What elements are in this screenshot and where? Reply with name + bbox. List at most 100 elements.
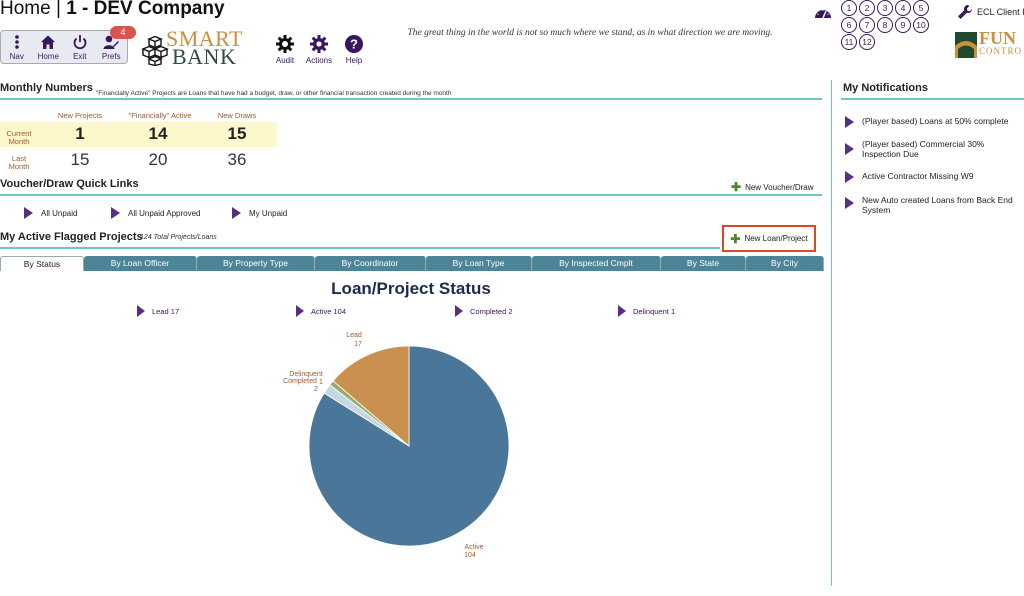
- tab-by-city[interactable]: By City: [746, 256, 824, 271]
- logo-text-bank: BANK: [172, 44, 237, 69]
- label-lead-value: 17: [354, 341, 362, 348]
- col-header-financially-active: "Financially" Active: [128, 111, 192, 120]
- home-button[interactable]: Home: [33, 31, 65, 63]
- label-active-name: Active: [464, 544, 483, 551]
- notification-item[interactable]: New Auto created Loans from Back End Sys…: [845, 195, 1023, 215]
- number-shortcut-3[interactable]: 3: [877, 0, 893, 16]
- number-shortcut-8[interactable]: 8: [877, 17, 893, 33]
- tab-by-state[interactable]: By State: [661, 256, 746, 271]
- number-shortcut-7[interactable]: 7: [859, 17, 875, 33]
- company-name: 1 - DEV Company: [66, 0, 225, 19]
- play-arrow-icon: [845, 143, 854, 155]
- quick-link-all-unpaid-approved[interactable]: All Unpaid Approved: [111, 207, 201, 219]
- current-new-draws: 15: [227, 124, 247, 143]
- number-shortcut-4[interactable]: 4: [895, 0, 911, 16]
- quick-link-label: All Unpaid: [41, 208, 78, 218]
- tab-by-status[interactable]: By Status: [0, 256, 84, 271]
- monthly-numbers-title: Monthly Numbers: [0, 82, 93, 94]
- quick-links-divider: [0, 194, 822, 196]
- help-icon: ?: [345, 35, 363, 53]
- main-toolbar: Nav Home Exit Prefs: [0, 30, 128, 64]
- home-icon: [41, 35, 56, 49]
- play-arrow-icon: [845, 116, 854, 128]
- notification-text: (Player based) Loans at 50% complete: [862, 116, 1009, 126]
- number-shortcut-6[interactable]: 6: [841, 17, 857, 33]
- flagged-projects-total: 124 Total Projects/Loans: [140, 234, 217, 241]
- number-shortcut-10[interactable]: 10: [913, 17, 929, 33]
- chart-title: Loan/Project Status: [331, 279, 491, 298]
- svg-text:?: ?: [350, 37, 358, 52]
- notifications-title: My Notifications: [843, 82, 928, 94]
- logo-text-smart: SMART: [166, 26, 243, 51]
- help-button[interactable]: ? Help: [336, 34, 372, 65]
- legend-delinquent[interactable]: Delinquent 1: [618, 305, 675, 317]
- motivational-quote: The great thing in the world is not so m…: [407, 28, 773, 38]
- current-label-line2: Month: [8, 137, 30, 146]
- fund-logo-text: FUN: [979, 28, 1016, 48]
- quick-link-my-unpaid[interactable]: My Unpaid: [232, 207, 287, 219]
- current-label-line1: Current: [6, 129, 32, 138]
- current-new-projects: 1: [75, 124, 85, 143]
- prefs-notification-badge: 4: [110, 26, 136, 39]
- label-active-value: 104: [464, 552, 476, 559]
- tab-by-inspected-cmplt[interactable]: By Inspected Cmplt: [532, 256, 661, 271]
- nav-label: Nav: [9, 52, 24, 61]
- new-loan-project-button[interactable]: ✚ New Loan/Project: [722, 225, 816, 252]
- new-voucher-link[interactable]: ✚ New Voucher/Draw: [731, 180, 814, 194]
- exit-button[interactable]: Exit: [64, 31, 96, 63]
- quick-link-all-unpaid[interactable]: All Unpaid: [24, 207, 77, 219]
- tab-by-loan-type[interactable]: By Loan Type: [426, 256, 532, 271]
- fund-control-logo: FUN CONTRO: [955, 28, 1024, 58]
- legend-active-label: Active 104: [311, 306, 347, 316]
- tab-by-coordinator[interactable]: By Coordinator: [315, 256, 426, 271]
- quick-links-title: Voucher/Draw Quick Links: [0, 178, 139, 190]
- col-header-new-projects: New Projects: [57, 111, 103, 120]
- label-delinquent-value: 1: [319, 379, 323, 386]
- actions-button[interactable]: Actions: [301, 34, 337, 65]
- number-shortcut-11[interactable]: 11: [841, 34, 857, 50]
- audit-button[interactable]: Audit: [267, 34, 303, 65]
- tab-by-property-type[interactable]: By Property Type: [197, 256, 315, 271]
- legend-delinquent-label: Delinquent 1: [633, 306, 676, 316]
- flagged-divider: [0, 247, 720, 249]
- number-shortcut-12[interactable]: 12: [859, 34, 875, 50]
- tab-by-loan-officer[interactable]: By Loan Officer: [84, 256, 197, 271]
- status-pie-chart: Lead 17 Delinquent Completed 1 2 Active …: [283, 332, 510, 559]
- last-label-line1: Last: [11, 154, 27, 163]
- number-shortcut-2[interactable]: 2: [859, 0, 875, 16]
- cubes-icon: [141, 36, 169, 66]
- fund-logo-emblem-icon: [955, 32, 977, 58]
- notification-item[interactable]: (Player based) Commercial 30% Inspection…: [845, 139, 1023, 159]
- play-arrow-icon: [618, 305, 626, 317]
- client-link[interactable]: ECL Client In: [957, 4, 1024, 20]
- pie-slice-lead[interactable]: [332, 345, 410, 447]
- current-month-label: Current Month: [0, 130, 38, 146]
- label-lead-name: Lead: [346, 332, 362, 339]
- prefs-button[interactable]: Prefs: [96, 31, 128, 63]
- dashboard-gauge-icon[interactable]: [814, 5, 832, 19]
- last-new-draws: 36: [227, 150, 247, 169]
- current-financially-active: 14: [148, 124, 168, 143]
- power-icon: [73, 35, 87, 50]
- home-label: Home: [37, 52, 59, 61]
- legend-completed-label: Completed 2: [470, 306, 513, 316]
- number-shortcut-5[interactable]: 5: [913, 0, 929, 16]
- plus-icon: ✚: [731, 180, 742, 194]
- nav-button[interactable]: Nav: [1, 31, 33, 63]
- quick-link-label: My Unpaid: [249, 208, 288, 218]
- notification-item[interactable]: Active Contractor Missing W9: [845, 171, 1023, 183]
- notification-item[interactable]: (Player based) Loans at 50% complete: [845, 116, 1023, 128]
- number-shortcut-1[interactable]: 1: [841, 0, 857, 16]
- legend-active[interactable]: Active 104: [296, 305, 346, 317]
- legend-completed[interactable]: Completed 2: [455, 305, 513, 317]
- audit-label: Audit: [275, 56, 295, 65]
- smart-bank-logo: SMART BANK: [140, 26, 260, 69]
- exit-label: Exit: [73, 52, 87, 61]
- cog-icon: [310, 35, 328, 53]
- play-arrow-icon: [845, 197, 854, 209]
- plus-icon: ✚: [730, 231, 741, 246]
- legend-lead[interactable]: Lead 17: [137, 305, 179, 317]
- col-header-new-draws: New Draws: [217, 111, 257, 120]
- number-shortcut-9[interactable]: 9: [895, 17, 911, 33]
- new-loan-project-label: New Loan/Project: [744, 234, 808, 243]
